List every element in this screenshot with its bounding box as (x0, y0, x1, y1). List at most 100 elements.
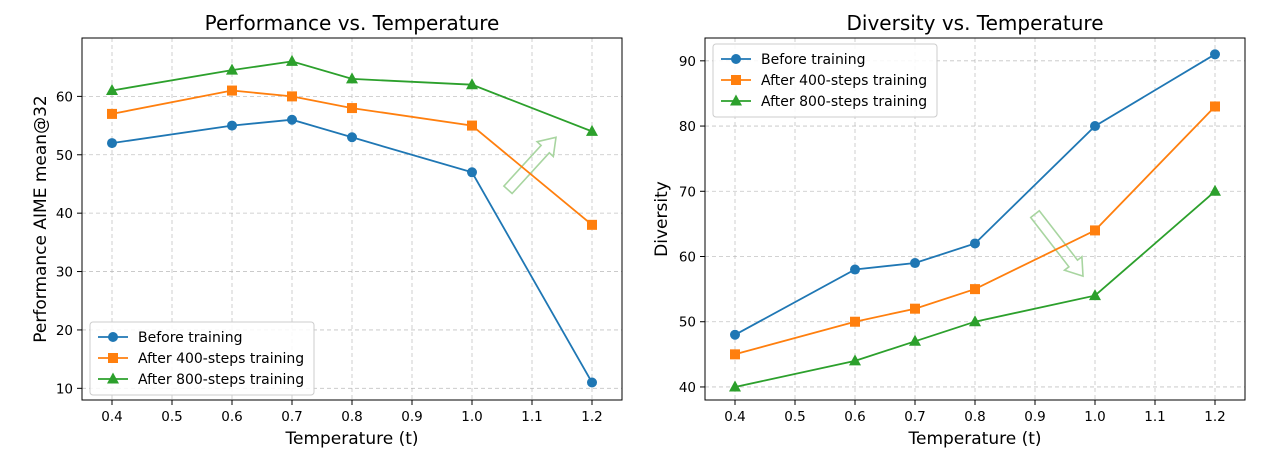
data-point (970, 284, 980, 295)
data-point (227, 85, 237, 96)
data-point (1209, 184, 1221, 196)
data-point (1089, 289, 1101, 301)
data-point (106, 84, 118, 96)
annotation-arrow (502, 136, 557, 195)
x-tick-label: 0.8 (964, 409, 985, 425)
performance-chart: Performance vs. Temperature 0.4 0.5 0.6 0.7… (31, 11, 623, 449)
series-before-training (730, 49, 1220, 340)
x-tick-label: 0.5 (784, 409, 805, 425)
data-point (227, 120, 237, 131)
x-axis-label: Temperature (t) (284, 429, 418, 449)
legend-item: After 800-steps training (721, 94, 927, 110)
x-tick-label: 1.1 (521, 409, 542, 425)
data-point (970, 238, 980, 249)
diversity-chart: Diversity vs. Temperature 0.4 0.5 0.6 0.7 0.… (652, 11, 1246, 449)
data-point (910, 258, 920, 269)
x-tick-label: 0.4 (724, 409, 745, 425)
data-point (467, 120, 477, 131)
data-point (730, 329, 740, 340)
y-tick-label: 50 (679, 315, 696, 331)
data-point (729, 380, 741, 392)
data-point (849, 354, 861, 366)
y-tick-label: 60 (56, 89, 73, 105)
x-tick-label: 1.0 (1084, 409, 1105, 425)
legend-marker (107, 372, 119, 384)
data-point (850, 264, 860, 275)
y-tick-label: 20 (56, 323, 73, 339)
series-after-400-steps-training (107, 85, 597, 230)
y-tick-label: 50 (56, 148, 73, 164)
data-point (467, 167, 477, 178)
series-line (111, 89, 593, 226)
legend-marker (731, 54, 741, 64)
y-tick-label: 30 (56, 265, 73, 281)
legend-item: After 400-steps training (721, 73, 927, 89)
legend-item: Before training (721, 52, 865, 68)
y-tick-label: 10 (56, 381, 73, 397)
legend-label: Before training (138, 330, 242, 346)
data-point (1210, 49, 1220, 60)
legend-label: After 400-steps training (138, 351, 304, 367)
x-tick-label: 0.5 (161, 409, 182, 425)
data-point (1090, 225, 1100, 236)
legend-frame (712, 43, 938, 118)
series-line (734, 190, 1216, 388)
data-point (287, 91, 297, 102)
y-tick-label: 60 (679, 250, 696, 266)
series-line (111, 118, 593, 383)
data-point (587, 377, 597, 388)
series-after-800-steps-training (106, 54, 598, 136)
x-tick-label: 1.0 (461, 409, 482, 425)
annotation-arrow (1029, 209, 1084, 278)
legend-label: After 800-steps training (761, 94, 927, 110)
y-tick-label: 80 (679, 119, 696, 135)
data-point (107, 108, 117, 119)
data-point (850, 316, 860, 327)
data-point (1090, 121, 1100, 132)
legend-label: After 800-steps training (138, 372, 304, 388)
y-axis-label: Diversity (652, 181, 672, 257)
legend-item: After 400-steps training (98, 351, 304, 367)
plot-area (81, 37, 623, 401)
data-point (909, 334, 921, 346)
series-line (111, 60, 593, 133)
data-point (347, 132, 357, 143)
chart-title: Performance vs. Temperature (205, 11, 500, 35)
series-after-400-steps-training (730, 101, 1220, 360)
x-axis-label: Temperature (t) (907, 429, 1041, 449)
data-point (587, 219, 597, 230)
legend-item: Before training (98, 330, 242, 346)
data-point (347, 103, 357, 114)
data-point (466, 78, 478, 90)
x-tick-label: 1.2 (1204, 409, 1225, 425)
x-tick-label: 0.7 (904, 409, 925, 425)
series-before-training (107, 114, 597, 388)
x-tick-label: 0.8 (341, 409, 362, 425)
data-point (969, 315, 981, 327)
data-point (286, 54, 298, 66)
legend-label: Before training (761, 52, 865, 68)
legend-marker (730, 94, 742, 106)
series-line (734, 105, 1216, 356)
legend-frame (89, 321, 315, 396)
data-point (730, 349, 740, 360)
legend-marker (108, 353, 118, 363)
data-point (346, 72, 358, 84)
x-tick-label: 0.9 (401, 409, 422, 425)
legend-marker (108, 332, 118, 342)
legend: Before training After 400-steps training A… (712, 43, 938, 118)
x-tick-label: 1.1 (1144, 409, 1165, 425)
y-axis-label: Performance AIME mean@32 (31, 95, 51, 342)
x-tick-label: 0.7 (281, 409, 302, 425)
y-tick-label: 40 (56, 206, 73, 222)
series-line (734, 53, 1216, 336)
data-point (1210, 101, 1220, 112)
x-tick-label: 0.4 (101, 409, 122, 425)
y-tick-label: 90 (679, 54, 696, 70)
legend-label: After 400-steps training (761, 73, 927, 89)
y-tick-label: 40 (679, 380, 696, 396)
data-point (910, 303, 920, 314)
legend-item: After 800-steps training (98, 372, 304, 388)
x-tick-label: 0.6 (844, 409, 865, 425)
